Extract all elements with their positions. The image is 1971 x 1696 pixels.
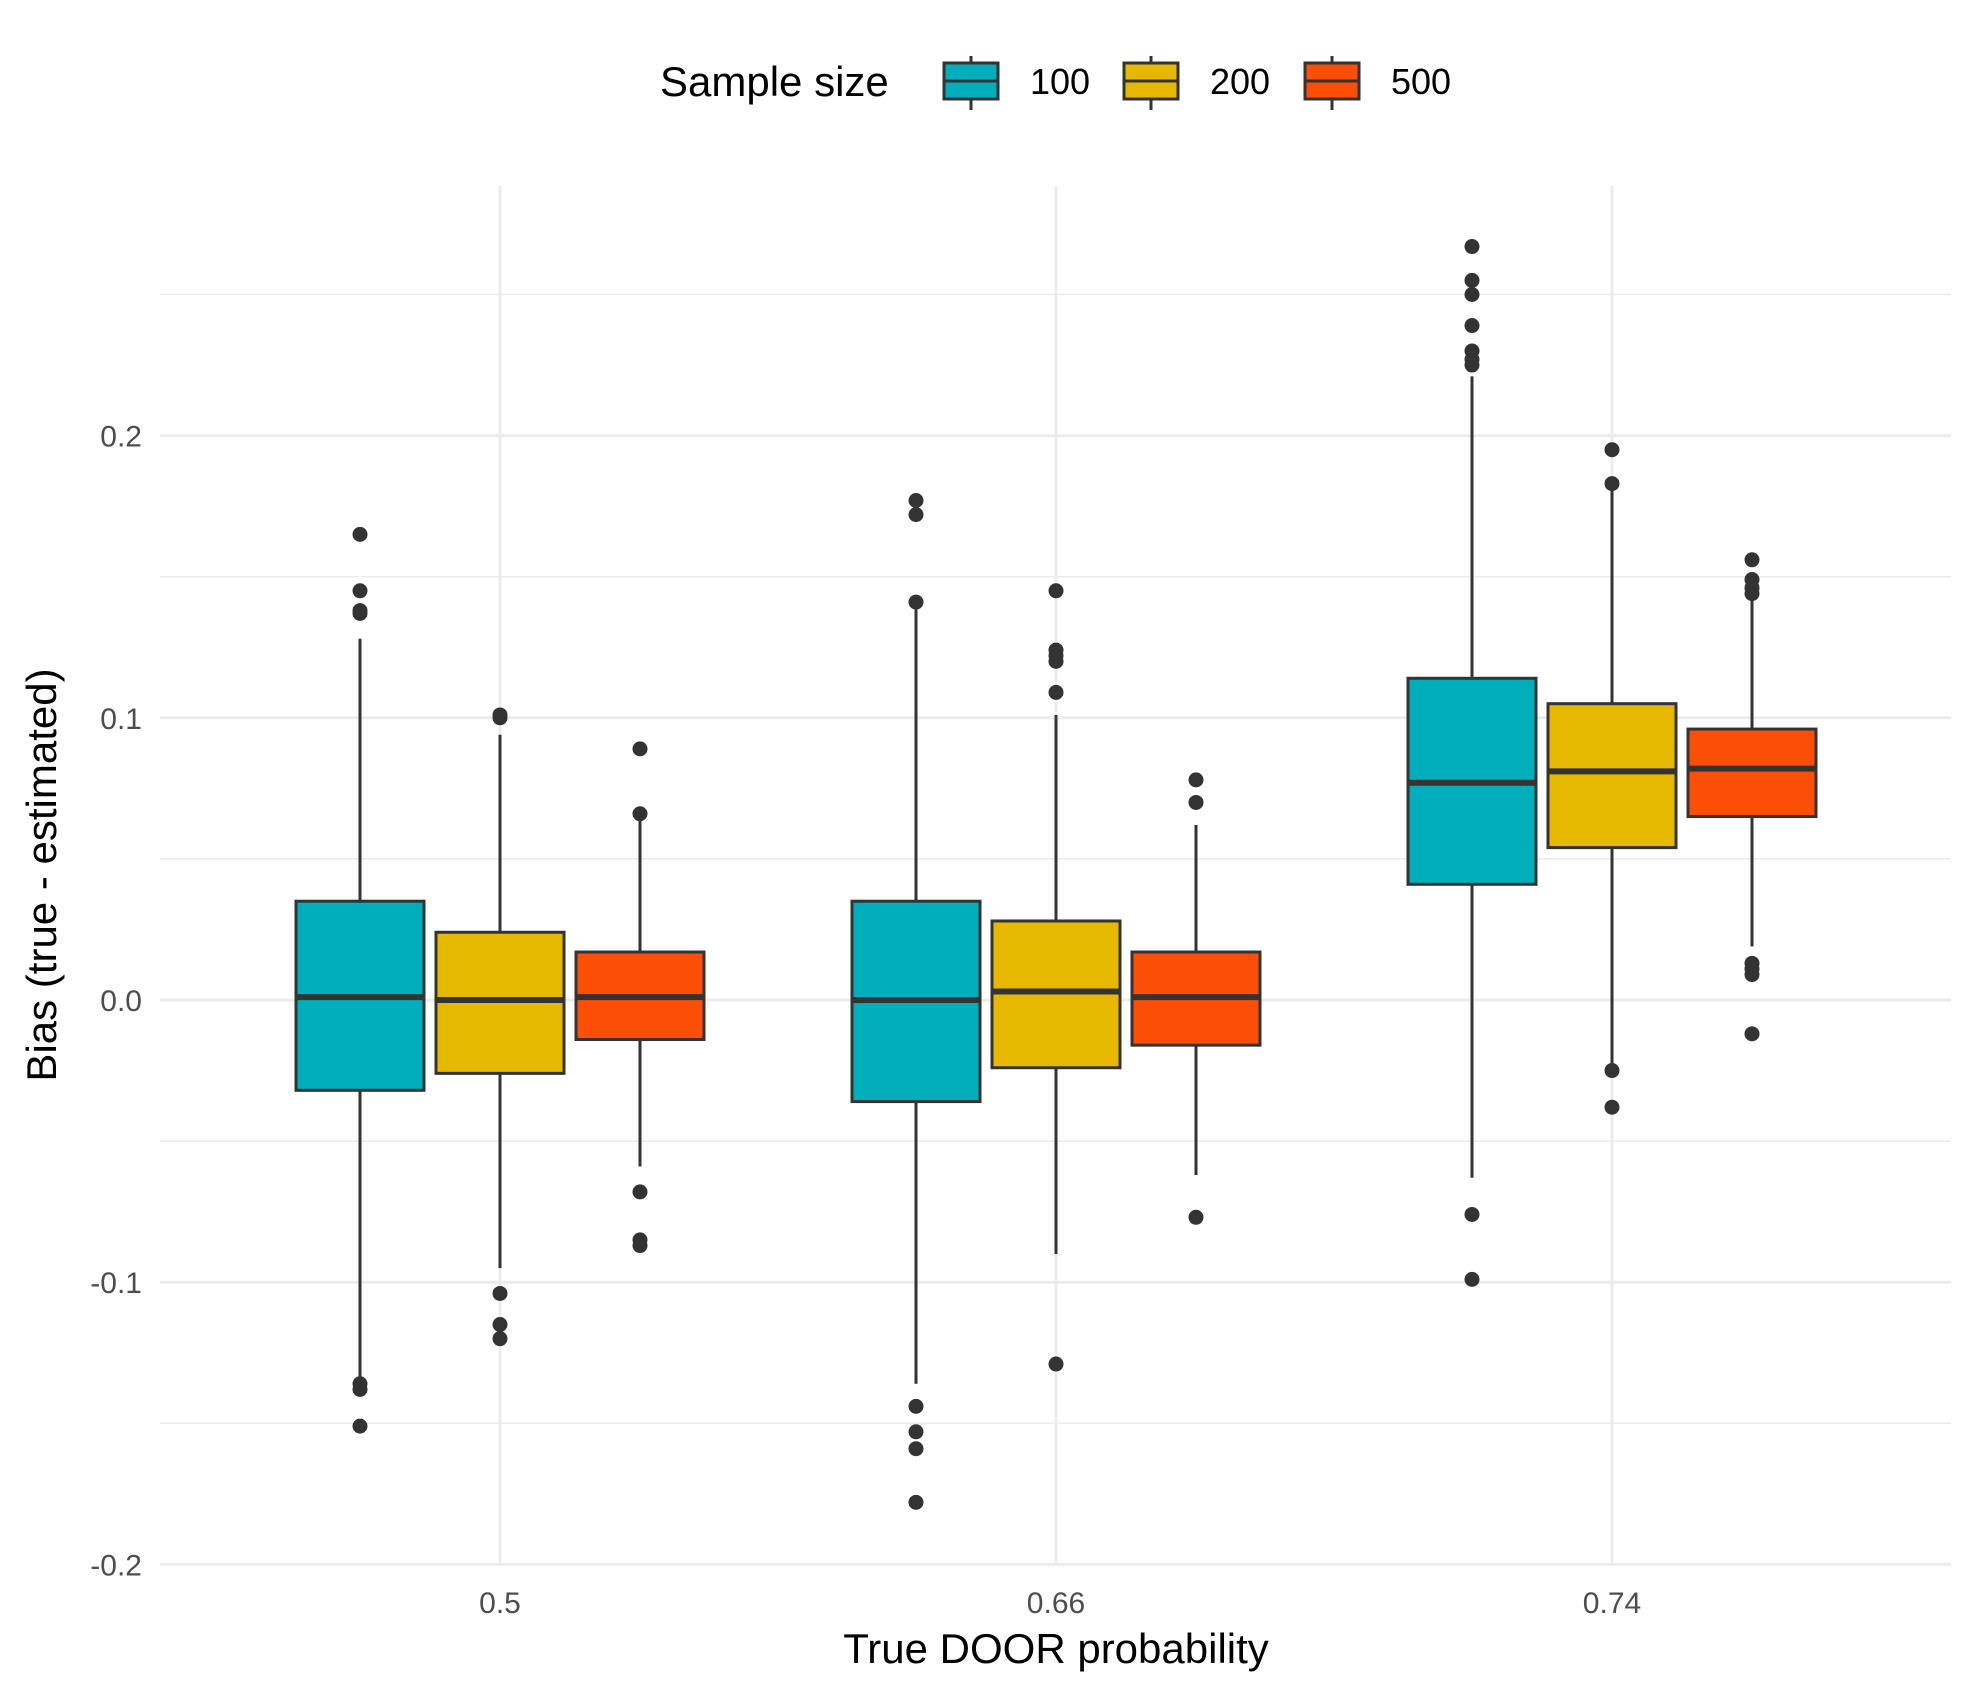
outlier-point — [352, 1418, 368, 1434]
y-tick-label: 0.2 — [100, 421, 142, 454]
y-axis-title: Bias (true - estimated) — [18, 668, 65, 1081]
outlier-point — [908, 594, 924, 610]
outlier-point — [492, 710, 508, 726]
outlier-point — [632, 1184, 648, 1200]
x-axis-ticks: 0.5 0.66 0.74 — [479, 1587, 1641, 1620]
outlier-point — [352, 605, 368, 621]
legend-key — [1303, 56, 1361, 110]
outlier-point — [1604, 476, 1620, 492]
outlier-point — [1744, 1026, 1760, 1042]
y-tick-label: -0.2 — [90, 1549, 142, 1582]
outlier-point — [352, 583, 368, 599]
box-group — [294, 526, 426, 1434]
y-tick-label: -0.1 — [90, 1267, 142, 1300]
box-group — [1130, 772, 1262, 1225]
outlier-point — [908, 1398, 924, 1414]
outlier-point — [1464, 1206, 1480, 1222]
box-rect — [1546, 702, 1678, 850]
boxplot-marks — [294, 239, 1818, 1510]
box-group — [1546, 442, 1678, 1115]
outlier-point — [632, 741, 648, 757]
box-group — [850, 493, 982, 1510]
outlier-point — [1744, 586, 1760, 602]
outlier-point — [1188, 794, 1204, 810]
outlier-point — [1188, 772, 1204, 788]
outlier-point — [908, 1424, 924, 1440]
box-group — [990, 583, 1122, 1372]
outlier-point — [1464, 357, 1480, 373]
outlier-point — [632, 806, 648, 822]
outlier-point — [1188, 1209, 1204, 1225]
outlier-point — [492, 1285, 508, 1301]
outlier-point — [1604, 1063, 1620, 1079]
legend-key — [942, 56, 1000, 110]
outlier-point — [1464, 318, 1480, 334]
outlier-point — [352, 526, 368, 542]
outlier-point — [492, 1331, 508, 1347]
y-axis-ticks: -0.2 -0.1 0.0 0.1 0.2 — [90, 421, 142, 1583]
outlier-point — [1464, 287, 1480, 302]
outlier-point — [1464, 1271, 1480, 1287]
x-tick-label: 0.66 — [1027, 1587, 1085, 1620]
outlier-point — [1464, 239, 1480, 255]
x-tick-label: 0.5 — [479, 1587, 521, 1620]
outlier-point — [908, 507, 924, 523]
outlier-point — [492, 1317, 508, 1333]
y-tick-label: 0.0 — [100, 985, 142, 1018]
outlier-point — [1744, 967, 1760, 983]
outlier-point — [1048, 1356, 1064, 1372]
outlier-point — [1744, 552, 1760, 568]
outlier-point — [1048, 653, 1064, 669]
box-group — [1406, 239, 1538, 1287]
outlier-point — [1048, 583, 1064, 599]
box-group — [574, 741, 706, 1254]
legend-label: 200 — [1210, 61, 1270, 102]
x-tick-label: 0.74 — [1583, 1587, 1641, 1620]
outlier-point — [352, 1381, 368, 1397]
box-group — [1686, 552, 1818, 1042]
outlier-point — [908, 1494, 924, 1510]
outlier-point — [908, 493, 924, 509]
outlier-point — [1048, 684, 1064, 700]
legend: Sample size 100 200 500 — [660, 56, 1451, 110]
legend-title: Sample size — [660, 58, 889, 105]
legend-key — [1122, 56, 1180, 110]
outlier-point — [1464, 272, 1480, 288]
outlier-point — [908, 1441, 924, 1457]
box-group — [434, 707, 566, 1347]
box-rect — [1686, 727, 1818, 819]
legend-label: 500 — [1391, 61, 1451, 102]
outlier-point — [1604, 442, 1620, 458]
outlier-point — [632, 1238, 648, 1254]
legend-label: 100 — [1030, 61, 1090, 102]
outlier-point — [1604, 1099, 1620, 1115]
x-axis-title: True DOOR probability — [843, 1625, 1269, 1672]
y-tick-label: 0.1 — [100, 703, 142, 736]
